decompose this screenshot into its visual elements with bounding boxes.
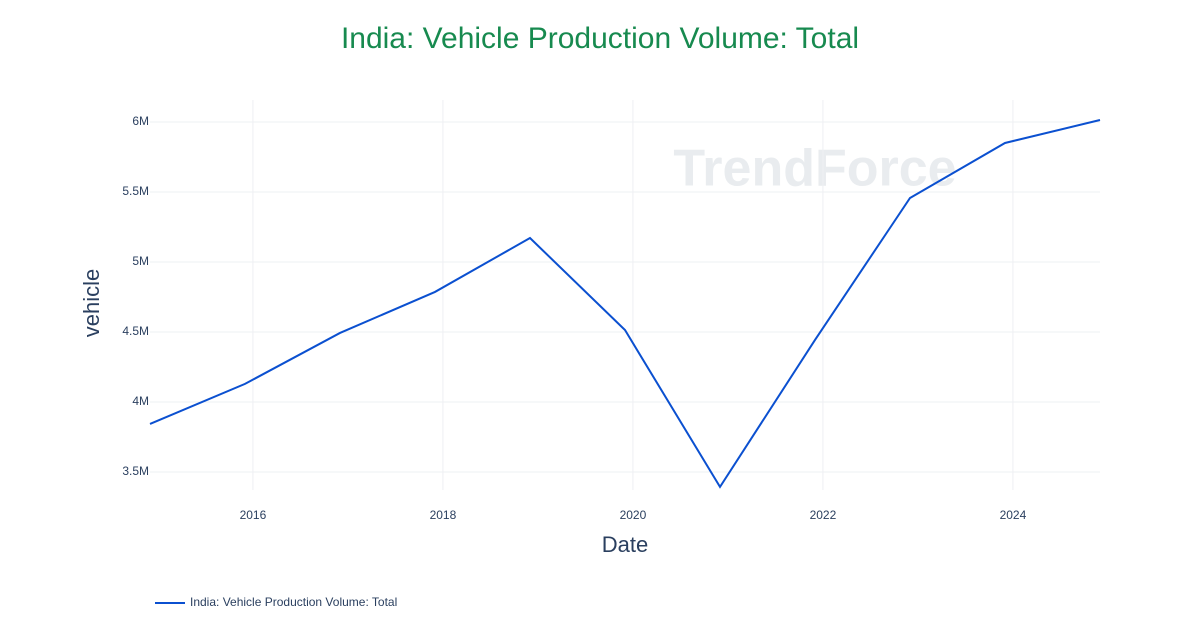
watermark: TrendForce xyxy=(673,140,956,198)
y-tick-label: 5.5M xyxy=(122,184,149,198)
x-tick-label: 2022 xyxy=(810,508,837,522)
x-tick-label: 2024 xyxy=(1000,508,1027,522)
y-axis-title: vehicle xyxy=(79,269,104,337)
y-tick-label: 6M xyxy=(132,114,149,128)
y-tick-label: 4.5M xyxy=(122,324,149,338)
x-tick-label: 2016 xyxy=(240,508,267,522)
legend-label: India: Vehicle Production Volume: Total xyxy=(190,595,397,609)
x-axis-title: Date xyxy=(602,532,648,557)
line xyxy=(149,119,1101,489)
chart-title: India: Vehicle Production Volume: Total xyxy=(341,22,859,55)
y-tick-label: 5M xyxy=(132,254,149,268)
x-tick-label: 2020 xyxy=(620,508,647,522)
x-tick-label: 2018 xyxy=(430,508,457,522)
y-tick-label: 4M xyxy=(132,394,149,408)
y-tick-label: 3.5M xyxy=(122,464,149,478)
